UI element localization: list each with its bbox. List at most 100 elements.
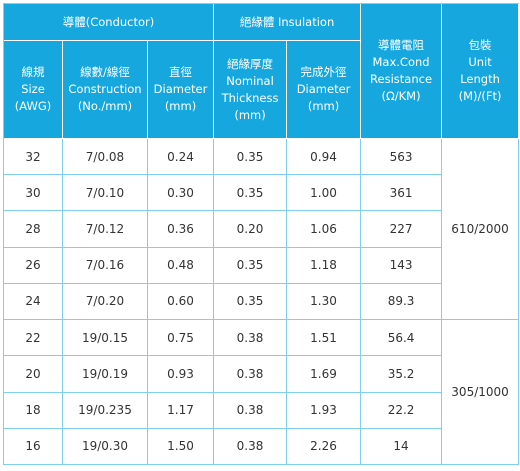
- outer-diameter-cell: 0.94: [287, 139, 362, 176]
- table-row: 22 19/0.15 0.75 0.38 1.51 56.4 305/1000: [4, 320, 520, 465]
- package-header: 包裝 Unit Length (M)/(Ft): [442, 4, 520, 139]
- resistance-cell: 22.2: [361, 392, 443, 429]
- construction-cell: 19/0.19: [63, 356, 148, 393]
- resistance-cell: 143: [361, 247, 443, 284]
- conductor-group-label: 導體(Conductor): [62, 14, 155, 29]
- thickness-cell: 0.38: [214, 320, 288, 357]
- thickness-cell: 0.20: [214, 211, 288, 248]
- resistance-cell: 563: [361, 139, 443, 176]
- size-cell: 24: [4, 283, 63, 321]
- size-header-line: 線規: [21, 65, 45, 79]
- conductor-diameter-header-line: 直徑: [169, 65, 193, 79]
- insulation-diameter-header: 完成外徑 Diameter (mm): [287, 41, 362, 139]
- thickness-header-line: 絕緣厚度: [227, 56, 274, 71]
- outer-diameter-cell: 1.18: [287, 247, 362, 284]
- package-cell: 305/1000: [442, 320, 520, 465]
- construction-cell: 19/0.235: [63, 392, 148, 429]
- thickness-cell: 0.35: [214, 139, 288, 176]
- insulation-group-label: 絕緣體 Insulation: [239, 14, 335, 29]
- construction-cell: 19/0.30: [63, 428, 148, 465]
- diameter-cell: 0.36: [148, 211, 215, 248]
- table-row: 24 7/0.20 0.60 0.35 1.30 89.3: [4, 283, 519, 321]
- table-row: 28 7/0.12 0.36 0.20 1.06 227: [4, 211, 519, 248]
- construction-cell: 7/0.10: [63, 175, 148, 212]
- outer-diameter-cell: 1.00: [287, 175, 362, 212]
- package-cell: 610/2000: [442, 139, 520, 321]
- size-cell: 30: [4, 175, 63, 212]
- construction-cell: 7/0.16: [63, 247, 148, 284]
- size-cell: 20: [4, 356, 63, 393]
- package-header-line: Unit: [468, 55, 492, 69]
- construction-cell: 19/0.15: [63, 320, 148, 357]
- table-row: 26 7/0.16 0.48 0.35 1.18 143: [4, 247, 519, 284]
- resistance-cell: 227: [361, 211, 443, 248]
- thickness-cell: 0.35: [214, 283, 288, 321]
- construction-cell: 7/0.12: [63, 211, 148, 248]
- thickness-cell: 0.38: [214, 356, 288, 393]
- outer-diameter-cell: 1.93: [287, 392, 362, 429]
- conductor-diameter-header-line: Diameter: [153, 82, 208, 96]
- size-cell: 18: [4, 392, 63, 429]
- construction-cell: 7/0.20: [63, 283, 148, 321]
- table-row: 18 19/0.235 1.17 0.38 1.93 22.2: [4, 392, 519, 429]
- insulation-diameter-header-line: 完成外徑: [300, 65, 347, 79]
- resistance-header-line: (Ω/KM): [381, 89, 421, 103]
- thickness-header: 絕緣厚度 Nominal Thickness (mm): [214, 41, 288, 139]
- size-cell: 16: [4, 428, 63, 465]
- insulation-group-header: 絕緣體 Insulation: [214, 4, 362, 41]
- outer-diameter-cell: 1.69: [287, 356, 362, 393]
- table-row: 20 19/0.19 0.93 0.38 1.69 35.2: [4, 356, 519, 393]
- diameter-cell: 0.24: [148, 139, 215, 176]
- table-row: 30 7/0.10 0.30 0.35 1.00 361: [4, 175, 519, 212]
- diameter-cell: 0.30: [148, 175, 215, 212]
- thickness-header-line: Thickness: [221, 90, 279, 105]
- size-header-line: Size: [21, 82, 45, 96]
- resistance-cell: 361: [361, 175, 443, 212]
- thickness-header-line: Nominal: [226, 73, 274, 88]
- resistance-header-line: 導體電阻: [378, 38, 425, 52]
- conductor-group-header: 導體(Conductor): [4, 4, 215, 41]
- size-cell: 22: [4, 320, 63, 357]
- size-cell: 26: [4, 247, 63, 284]
- diameter-cell: 1.17: [148, 392, 215, 429]
- thickness-cell: 0.35: [214, 247, 288, 284]
- insulation-diameter-header-line: (mm): [307, 99, 340, 113]
- sub-header-row: 線規 Size (AWG) 線數/線徑 Construction (No./mm…: [4, 41, 519, 139]
- outer-diameter-cell: 1.30: [287, 283, 362, 321]
- group-header-row: 導體(Conductor) 絕緣體 Insulation 導體電阻 Max.Co…: [4, 4, 520, 139]
- package-header-line: 包裝: [468, 38, 492, 52]
- conductor-diameter-header-line: (mm): [164, 99, 197, 113]
- outer-diameter-cell: 2.26: [287, 428, 362, 465]
- resistance-cell: 56.4: [361, 320, 443, 357]
- diameter-cell: 0.60: [148, 283, 215, 321]
- diameter-cell: 1.50: [148, 428, 215, 465]
- wire-spec-table: 導體(Conductor) 絕緣體 Insulation 導體電阻 Max.Co…: [3, 3, 520, 465]
- construction-header: 線數/線徑 Construction (No./mm): [63, 41, 148, 139]
- size-cell: 28: [4, 211, 63, 248]
- size-header: 線規 Size (AWG): [4, 41, 63, 139]
- resistance-cell: 35.2: [361, 356, 443, 393]
- package-header-line: Length: [460, 72, 500, 86]
- thickness-cell: 0.38: [214, 392, 288, 429]
- conductor-diameter-header: 直徑 Diameter (mm): [148, 41, 215, 139]
- resistance-cell: 89.3: [361, 283, 443, 321]
- insulation-diameter-header-line: Diameter: [296, 82, 351, 96]
- construction-cell: 7/0.08: [63, 139, 148, 176]
- thickness-cell: 0.38: [214, 428, 288, 465]
- diameter-cell: 0.75: [148, 320, 215, 357]
- thickness-cell: 0.35: [214, 175, 288, 212]
- outer-diameter-cell: 1.06: [287, 211, 362, 248]
- diameter-cell: 0.93: [148, 356, 215, 393]
- package-header-line: (M)/(Ft): [458, 89, 502, 103]
- construction-header-line: (No./mm): [77, 99, 133, 113]
- outer-diameter-cell: 1.51: [287, 320, 362, 357]
- thickness-header-line: (mm): [234, 107, 266, 122]
- construction-header-line: Construction: [68, 82, 142, 96]
- table-row: 32 7/0.08 0.24 0.35 0.94 563 610/2000: [4, 139, 520, 321]
- table-row: 16 19/0.30 1.50 0.38 2.26 14: [4, 428, 519, 465]
- construction-header-line: 線數/線徑: [80, 65, 130, 79]
- diameter-cell: 0.48: [148, 247, 215, 284]
- resistance-header: 導體電阻 Max.Cond Resistance (Ω/KM): [361, 4, 443, 139]
- size-cell: 32: [4, 139, 63, 176]
- resistance-header-line: Resistance: [370, 72, 433, 86]
